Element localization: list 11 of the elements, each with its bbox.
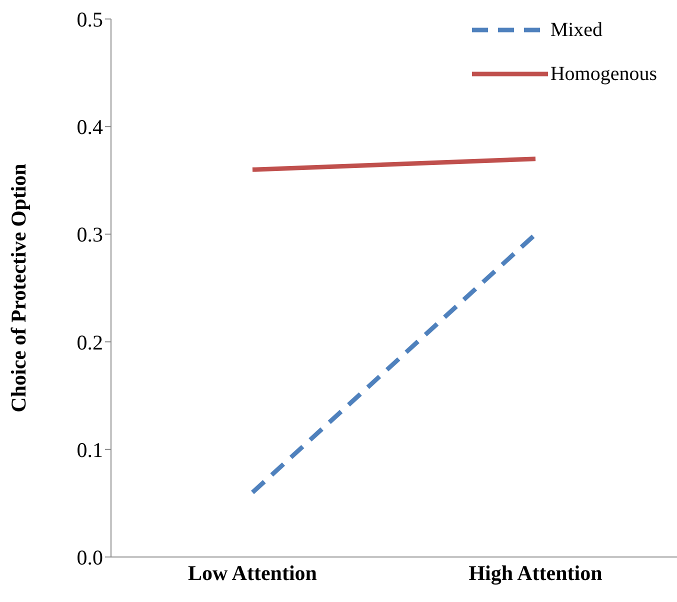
y-tick-label: 0.1	[76, 438, 103, 462]
y-tick-label: 0.4	[76, 115, 104, 140]
legend-label: Homogenous	[550, 62, 657, 86]
x-tick-label: High Attention	[468, 560, 603, 585]
y-tick-label: 0.3	[76, 222, 103, 247]
y-tick-label: 0.0	[76, 545, 103, 570]
y-tick-label: 0.2	[76, 330, 103, 354]
x-tick-label: Low Attention	[188, 560, 318, 585]
y-tick-label: 0.5	[76, 7, 103, 32]
legend-label: Mixed	[550, 18, 603, 42]
y-axis-title: Choice of Protective Option	[6, 163, 30, 412]
